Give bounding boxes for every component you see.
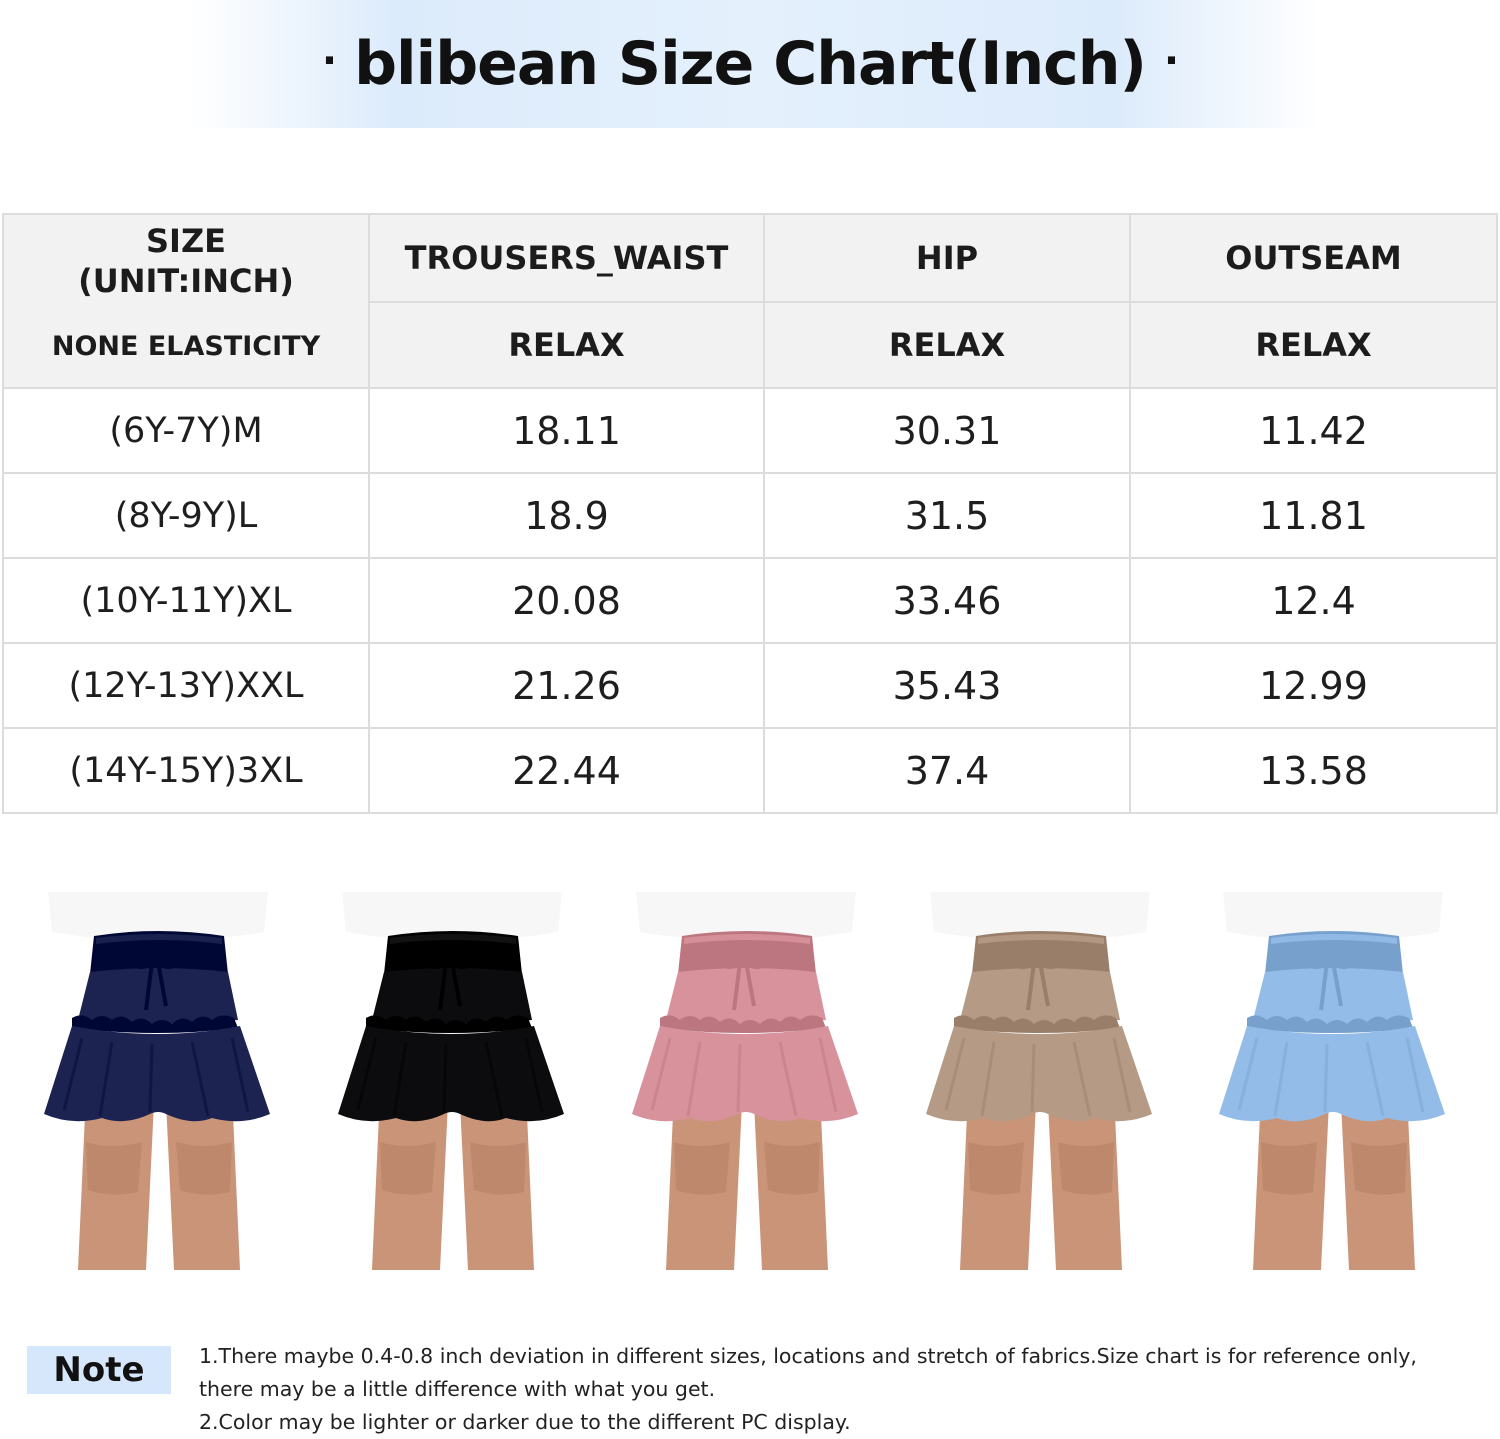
shorts-illustration bbox=[338, 892, 564, 1270]
hip-cell: 37.4 bbox=[763, 727, 1131, 814]
hip-cell: 31.5 bbox=[763, 472, 1131, 559]
size-chart-table: SIZE (UNIT:INCH) NONE ELASTICITY TROUSER… bbox=[2, 213, 1498, 814]
product-gallery bbox=[0, 892, 1500, 1272]
table-subheader-row: RELAX RELAX RELAX bbox=[3, 301, 1498, 389]
table-row: (6Y-7Y)M 18.11 30.31 11.42 bbox=[2, 387, 1498, 474]
size-cell: (8Y-9Y)L bbox=[2, 472, 370, 559]
outseam-cell: 11.42 bbox=[1129, 387, 1498, 474]
waist-cell: 22.44 bbox=[368, 727, 765, 814]
waist-cell: 18.11 bbox=[368, 387, 765, 474]
waist-cell: 20.08 bbox=[368, 557, 765, 644]
hip-cell: 30.31 bbox=[763, 387, 1131, 474]
title-banner bbox=[190, 0, 1320, 128]
size-header-label: SIZE bbox=[145, 222, 226, 260]
product-image-khaki[interactable] bbox=[924, 892, 1156, 1270]
outseam-cell: 12.99 bbox=[1129, 642, 1498, 729]
waist-cell: 18.9 bbox=[368, 472, 765, 559]
table-row: (14Y-15Y)3XL 22.44 37.4 13.58 bbox=[2, 727, 1498, 814]
page-title: · blibean Size Chart(Inch) · bbox=[0, 26, 1500, 105]
outseam-cell: 12.4 bbox=[1129, 557, 1498, 644]
product-image-light-blue[interactable] bbox=[1217, 892, 1449, 1270]
product-image-black[interactable] bbox=[336, 892, 568, 1270]
shorts-illustration bbox=[1219, 892, 1445, 1270]
title-text: blibean Size Chart(Inch) bbox=[354, 29, 1147, 99]
table-header-row: SIZE (UNIT:INCH) NONE ELASTICITY TROUSER… bbox=[2, 213, 1498, 389]
note-line-2: there may be a little difference with wh… bbox=[199, 1377, 716, 1401]
outseam-cell: 13.58 bbox=[1129, 727, 1498, 814]
shorts-illustration bbox=[44, 892, 270, 1270]
note-line-3: 2.Color may be lighter or darker due to … bbox=[199, 1410, 851, 1434]
shorts-illustration bbox=[926, 892, 1152, 1270]
note-line-1: 1.There maybe 0.4-0.8 inch deviation in … bbox=[199, 1344, 1417, 1368]
shorts-illustration bbox=[632, 892, 858, 1270]
size-cell: (6Y-7Y)M bbox=[2, 387, 370, 474]
subheader-waist: RELAX bbox=[368, 301, 765, 389]
column-header-outseam: OUTSEAM bbox=[1129, 213, 1498, 303]
size-unit-label: (UNIT:INCH) bbox=[78, 262, 294, 300]
note-label: Note bbox=[27, 1346, 171, 1394]
hip-cell: 35.43 bbox=[763, 642, 1131, 729]
table-row: (10Y-11Y)XL 20.08 33.46 12.4 bbox=[2, 557, 1498, 644]
product-image-navy[interactable] bbox=[42, 892, 274, 1270]
note-text: 1.There maybe 0.4-0.8 inch deviation in … bbox=[199, 1340, 1495, 1439]
size-cell: (12Y-13Y)XXL bbox=[2, 642, 370, 729]
table-row: (12Y-13Y)XXL 21.26 35.43 12.99 bbox=[2, 642, 1498, 729]
size-cell: (10Y-11Y)XL bbox=[2, 557, 370, 644]
elasticity-label: NONE ELASTICITY bbox=[51, 331, 321, 362]
subheader-hip: RELAX bbox=[763, 301, 1131, 389]
column-header-waist: TROUSERS_WAIST bbox=[368, 213, 765, 303]
title-dot-right: · bbox=[1163, 38, 1179, 85]
outseam-cell: 11.81 bbox=[1129, 472, 1498, 559]
subheader-outseam: RELAX bbox=[1129, 301, 1498, 389]
product-image-pink[interactable] bbox=[630, 892, 862, 1270]
hip-cell: 33.46 bbox=[763, 557, 1131, 644]
waist-cell: 21.26 bbox=[368, 642, 765, 729]
column-header-hip: HIP bbox=[763, 213, 1131, 303]
size-cell: (14Y-15Y)3XL bbox=[2, 727, 370, 814]
table-row: (8Y-9Y)L 18.9 31.5 11.81 bbox=[2, 472, 1498, 559]
size-column-header: SIZE (UNIT:INCH) NONE ELASTICITY bbox=[2, 213, 370, 389]
title-dot-left: · bbox=[321, 38, 337, 85]
